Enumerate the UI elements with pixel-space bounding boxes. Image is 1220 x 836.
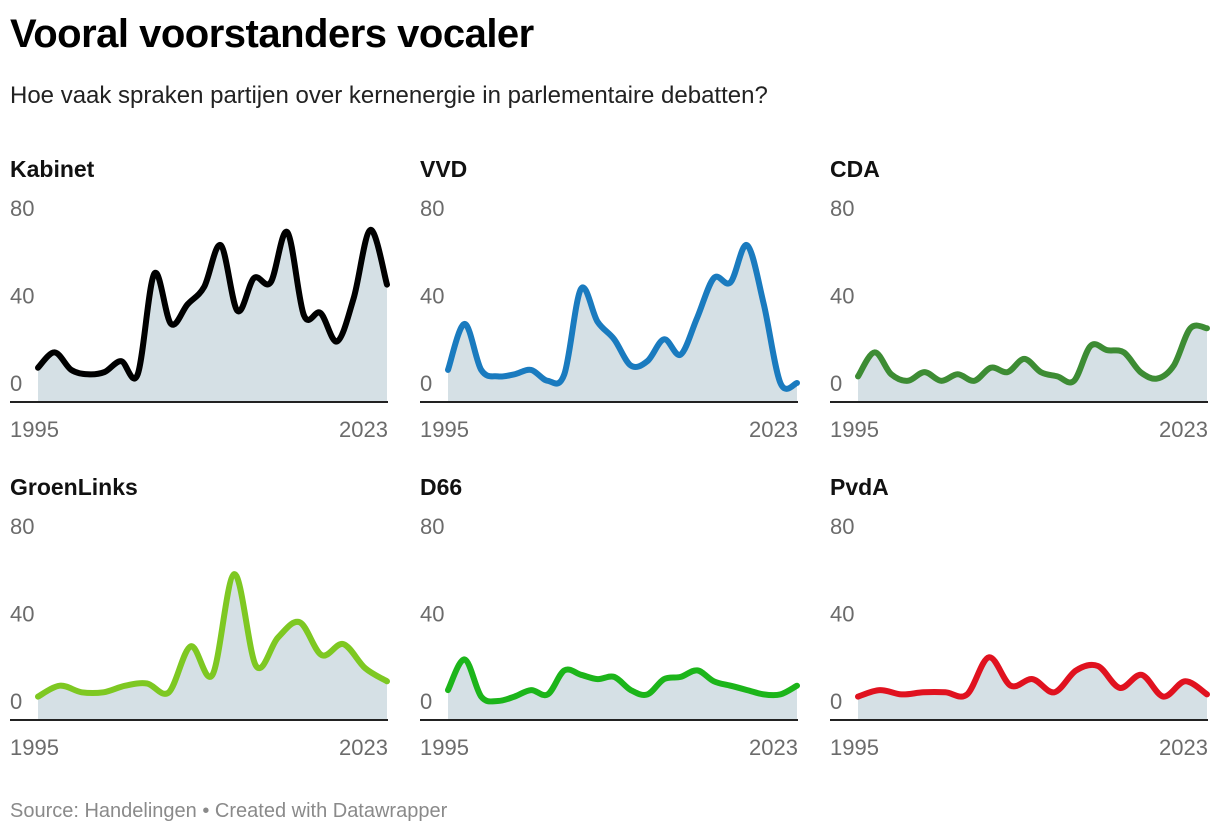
panel-title: CDA [830,156,880,182]
y-tick-label: 0 [10,689,22,714]
y-tick-label: 40 [420,284,444,309]
panel-title: D66 [420,474,463,500]
panel-cda: CDA 80 40 0 1995 2023 [830,156,1220,456]
series-area [38,229,387,402]
panel-d66: D66 80 40 0 1995 2023 [420,474,820,774]
y-tick-label: 40 [10,602,34,627]
series-line [855,322,1210,386]
chart-kabinet: 80 40 0 1995 2023 [10,196,390,442]
x-tick-label: 2023 [749,735,798,760]
y-tick-label: 0 [420,689,432,714]
x-tick-label: 1995 [420,735,469,760]
y-tick-label: 80 [10,196,34,221]
panel-groenlinks: GroenLinks 80 40 0 1995 2023 [10,474,410,774]
series-line [855,654,1210,700]
page-title: Vooral voorstanders vocaler [10,12,534,56]
series-line [445,656,800,705]
x-tick-label: 2023 [1159,417,1208,442]
series-area [38,574,387,720]
y-tick-label: 40 [830,284,854,309]
y-tick-label: 80 [830,196,854,221]
x-tick-label: 2023 [1159,735,1208,760]
chart-vvd: 80 40 0 1995 2023 [420,196,800,442]
panel-title: Kabinet [10,156,95,182]
y-tick-label: 40 [10,284,34,309]
series-area [448,659,797,720]
series-line [35,571,390,700]
series-area [858,657,1207,720]
panel-kabinet: Kabinet 80 40 0 1995 2023 [10,156,410,456]
series-line [445,242,800,392]
chart-groenlinks: 80 40 0 1995 2023 [10,514,390,760]
x-tick-label: 1995 [10,417,59,442]
x-tick-label: 1995 [420,417,469,442]
chart-d66: 80 40 0 1995 2023 [420,514,800,760]
x-tick-label: 1995 [10,735,59,760]
y-tick-label: 40 [830,602,854,627]
chart-pvda: 80 40 0 1995 2023 [830,514,1210,760]
y-tick-label: 0 [830,689,842,714]
y-tick-label: 80 [420,514,444,539]
y-tick-label: 80 [10,514,34,539]
panel-title: GroenLinks [10,474,138,500]
panel-vvd: VVD 80 40 0 1995 2023 [420,156,820,456]
panel-title: PvdA [830,474,889,500]
y-tick-label: 80 [830,514,854,539]
x-tick-label: 2023 [339,735,388,760]
page-subtitle: Hoe vaak spraken partijen over kernenerg… [10,82,768,109]
x-tick-label: 2023 [749,417,798,442]
source-note: Source: Handelingen • Created with Dataw… [10,800,448,822]
y-tick-label: 0 [420,371,432,396]
series-area [448,244,797,402]
y-tick-label: 40 [420,602,444,627]
panel-pvda: PvdA 80 40 0 1995 2023 [830,474,1220,774]
x-tick-label: 1995 [830,417,879,442]
y-tick-label: 80 [420,196,444,221]
y-tick-label: 0 [10,371,22,396]
series-line [35,226,390,382]
y-tick-label: 0 [830,371,842,396]
chart-cda: 80 40 0 1995 2023 [830,196,1210,442]
x-tick-label: 1995 [830,735,879,760]
x-tick-label: 2023 [339,417,388,442]
panel-title: VVD [420,156,468,182]
